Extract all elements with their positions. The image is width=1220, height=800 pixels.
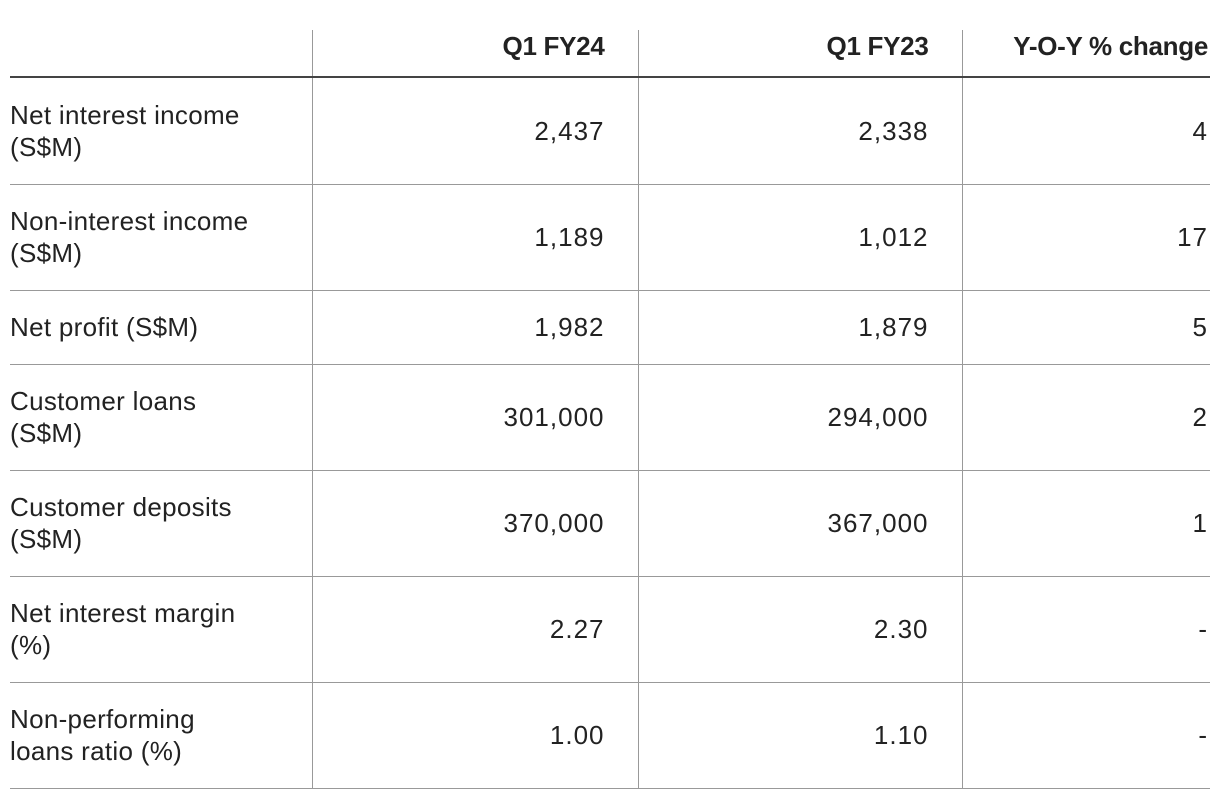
value-cell: 5 [961,290,1210,365]
value-cell: 1,012 [637,184,962,291]
value-cell: - [961,682,1210,789]
value-cell: 294,000 [637,364,962,471]
row-label: Net profit (S$M) [10,312,199,342]
column-header: Q1 FY24 [311,30,638,78]
row-label-cell: Net interest income (S$M) [10,77,312,185]
table-row: Net interest income (S$M) 2,437 2,338 4 [10,77,1210,185]
header-row: Q1 FY24 Q1 FY23 Y-O-Y % change [10,30,1210,78]
row-label-cell: Net interest margin (%) [10,576,312,683]
column-header [10,30,312,78]
table-row: Customer deposits (S$M) 370,000 367,000 1 [10,470,1210,577]
row-label-cell: Net profit (S$M) [10,290,312,365]
value-cell: 4 [961,77,1210,185]
row-label: Customer deposits (S$M) [10,492,232,554]
value-cell: 1.10 [637,682,962,789]
value-cell: 1 [961,470,1210,577]
row-label: Customer loans (S$M) [10,386,197,448]
value-cell: 1.00 [311,682,638,789]
row-label-cell: Non-performing loans ratio (%) [10,682,312,789]
row-label: Net interest income (S$M) [10,99,240,162]
value-cell: - [961,576,1210,683]
row-label: Net interest margin (%) [10,598,236,660]
table-body: Net interest income (S$M) 2,437 2,338 4 Non-… [10,77,1210,789]
row-label-cell: Non-interest income (S$M) [10,184,312,291]
value-cell: 1,879 [637,290,962,365]
value-cell: 2,338 [637,77,962,185]
table-row: Non-performing loans ratio (%) 1.00 1.10- [10,682,1210,789]
value-cell: 367,000 [637,470,962,577]
value-cell: 17 [961,184,1210,291]
column-header: Y-O-Y % change [961,30,1210,78]
row-label: Non-interest income (S$M) [10,206,249,268]
value-cell: 2.27 [311,576,638,683]
table-row: Non-interest income (S$M) 1,189 1,012 17 [10,184,1210,291]
value-cell: 2.30 [637,576,962,683]
value-cell: 2,437 [311,77,638,185]
column-header: Q1 FY23 [637,30,962,78]
value-cell: 2 [961,364,1210,471]
row-label-cell: Customer loans (S$M) [10,364,312,471]
value-cell: 1,982 [311,290,638,365]
table-row: Net interest margin (%) 2.27 2.30- [10,576,1210,683]
table-row: Net profit (S$M) 1,982 1,879 5 [10,290,1210,365]
value-cell: 1,189 [311,184,638,291]
value-cell: 370,000 [311,470,638,577]
results-table: Q1 FY24 Q1 FY23 Y-O-Y % change Net interes… [10,30,1210,789]
value-cell: 301,000 [311,364,638,471]
table-header: Q1 FY24 Q1 FY23 Y-O-Y % change [10,30,1210,78]
row-label-cell: Customer deposits (S$M) [10,470,312,577]
table-row: Customer loans (S$M) 301,000 294,000 2 [10,364,1210,471]
row-label: Non-performing loans ratio (%) [10,704,195,766]
